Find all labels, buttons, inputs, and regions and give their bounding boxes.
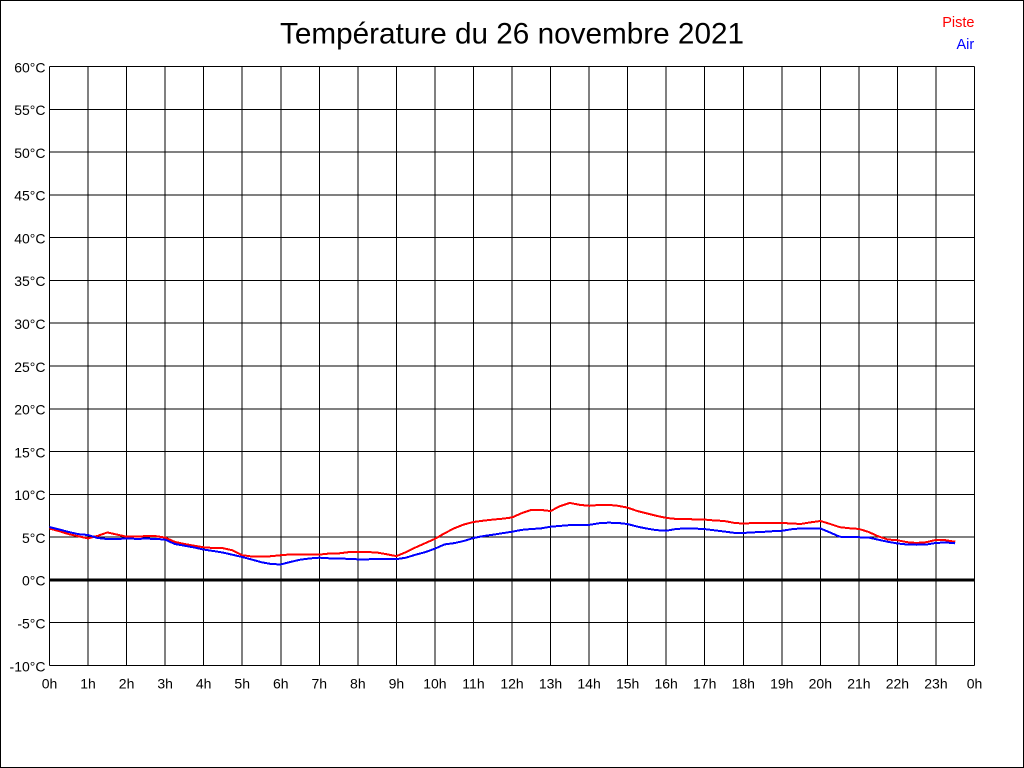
svg-text:Piste: Piste (942, 15, 974, 31)
svg-text:0h: 0h (967, 676, 983, 692)
svg-text:Air: Air (956, 37, 974, 53)
svg-text:15h: 15h (616, 676, 639, 692)
svg-text:8h: 8h (350, 676, 366, 692)
svg-text:17h: 17h (693, 676, 716, 692)
svg-text:40°C: 40°C (14, 230, 45, 246)
svg-text:10°C: 10°C (14, 487, 45, 503)
svg-text:5°C: 5°C (22, 530, 46, 546)
svg-text:6h: 6h (273, 676, 289, 692)
svg-text:2h: 2h (119, 676, 135, 692)
svg-text:5h: 5h (234, 676, 250, 692)
svg-text:13h: 13h (539, 676, 562, 692)
svg-text:22h: 22h (886, 676, 909, 692)
svg-text:25°C: 25°C (14, 359, 45, 375)
svg-text:3h: 3h (157, 676, 173, 692)
svg-text:Température du 26 novembre 202: Température du 26 novembre 2021 (280, 18, 744, 51)
svg-text:50°C: 50°C (14, 145, 45, 161)
svg-text:20h: 20h (809, 676, 832, 692)
svg-text:55°C: 55°C (14, 102, 45, 118)
svg-text:0h: 0h (42, 676, 58, 692)
svg-text:-10°C: -10°C (10, 658, 46, 674)
svg-text:19h: 19h (770, 676, 793, 692)
svg-text:15°C: 15°C (14, 444, 45, 460)
svg-text:45°C: 45°C (14, 188, 45, 204)
svg-text:21h: 21h (847, 676, 870, 692)
svg-text:14h: 14h (577, 676, 600, 692)
svg-text:-5°C: -5°C (17, 616, 45, 632)
svg-text:0°C: 0°C (22, 573, 46, 589)
svg-text:35°C: 35°C (14, 273, 45, 289)
svg-text:7h: 7h (312, 676, 328, 692)
svg-text:11h: 11h (462, 676, 484, 692)
svg-text:60°C: 60°C (14, 59, 45, 75)
svg-text:10h: 10h (423, 676, 446, 692)
svg-text:20°C: 20°C (14, 402, 45, 418)
svg-text:23h: 23h (924, 676, 947, 692)
svg-text:12h: 12h (500, 676, 523, 692)
svg-text:16h: 16h (654, 676, 677, 692)
svg-text:4h: 4h (196, 676, 212, 692)
svg-text:9h: 9h (389, 676, 405, 692)
svg-text:30°C: 30°C (14, 316, 45, 332)
svg-text:18h: 18h (732, 676, 755, 692)
svg-text:1h: 1h (80, 676, 96, 692)
